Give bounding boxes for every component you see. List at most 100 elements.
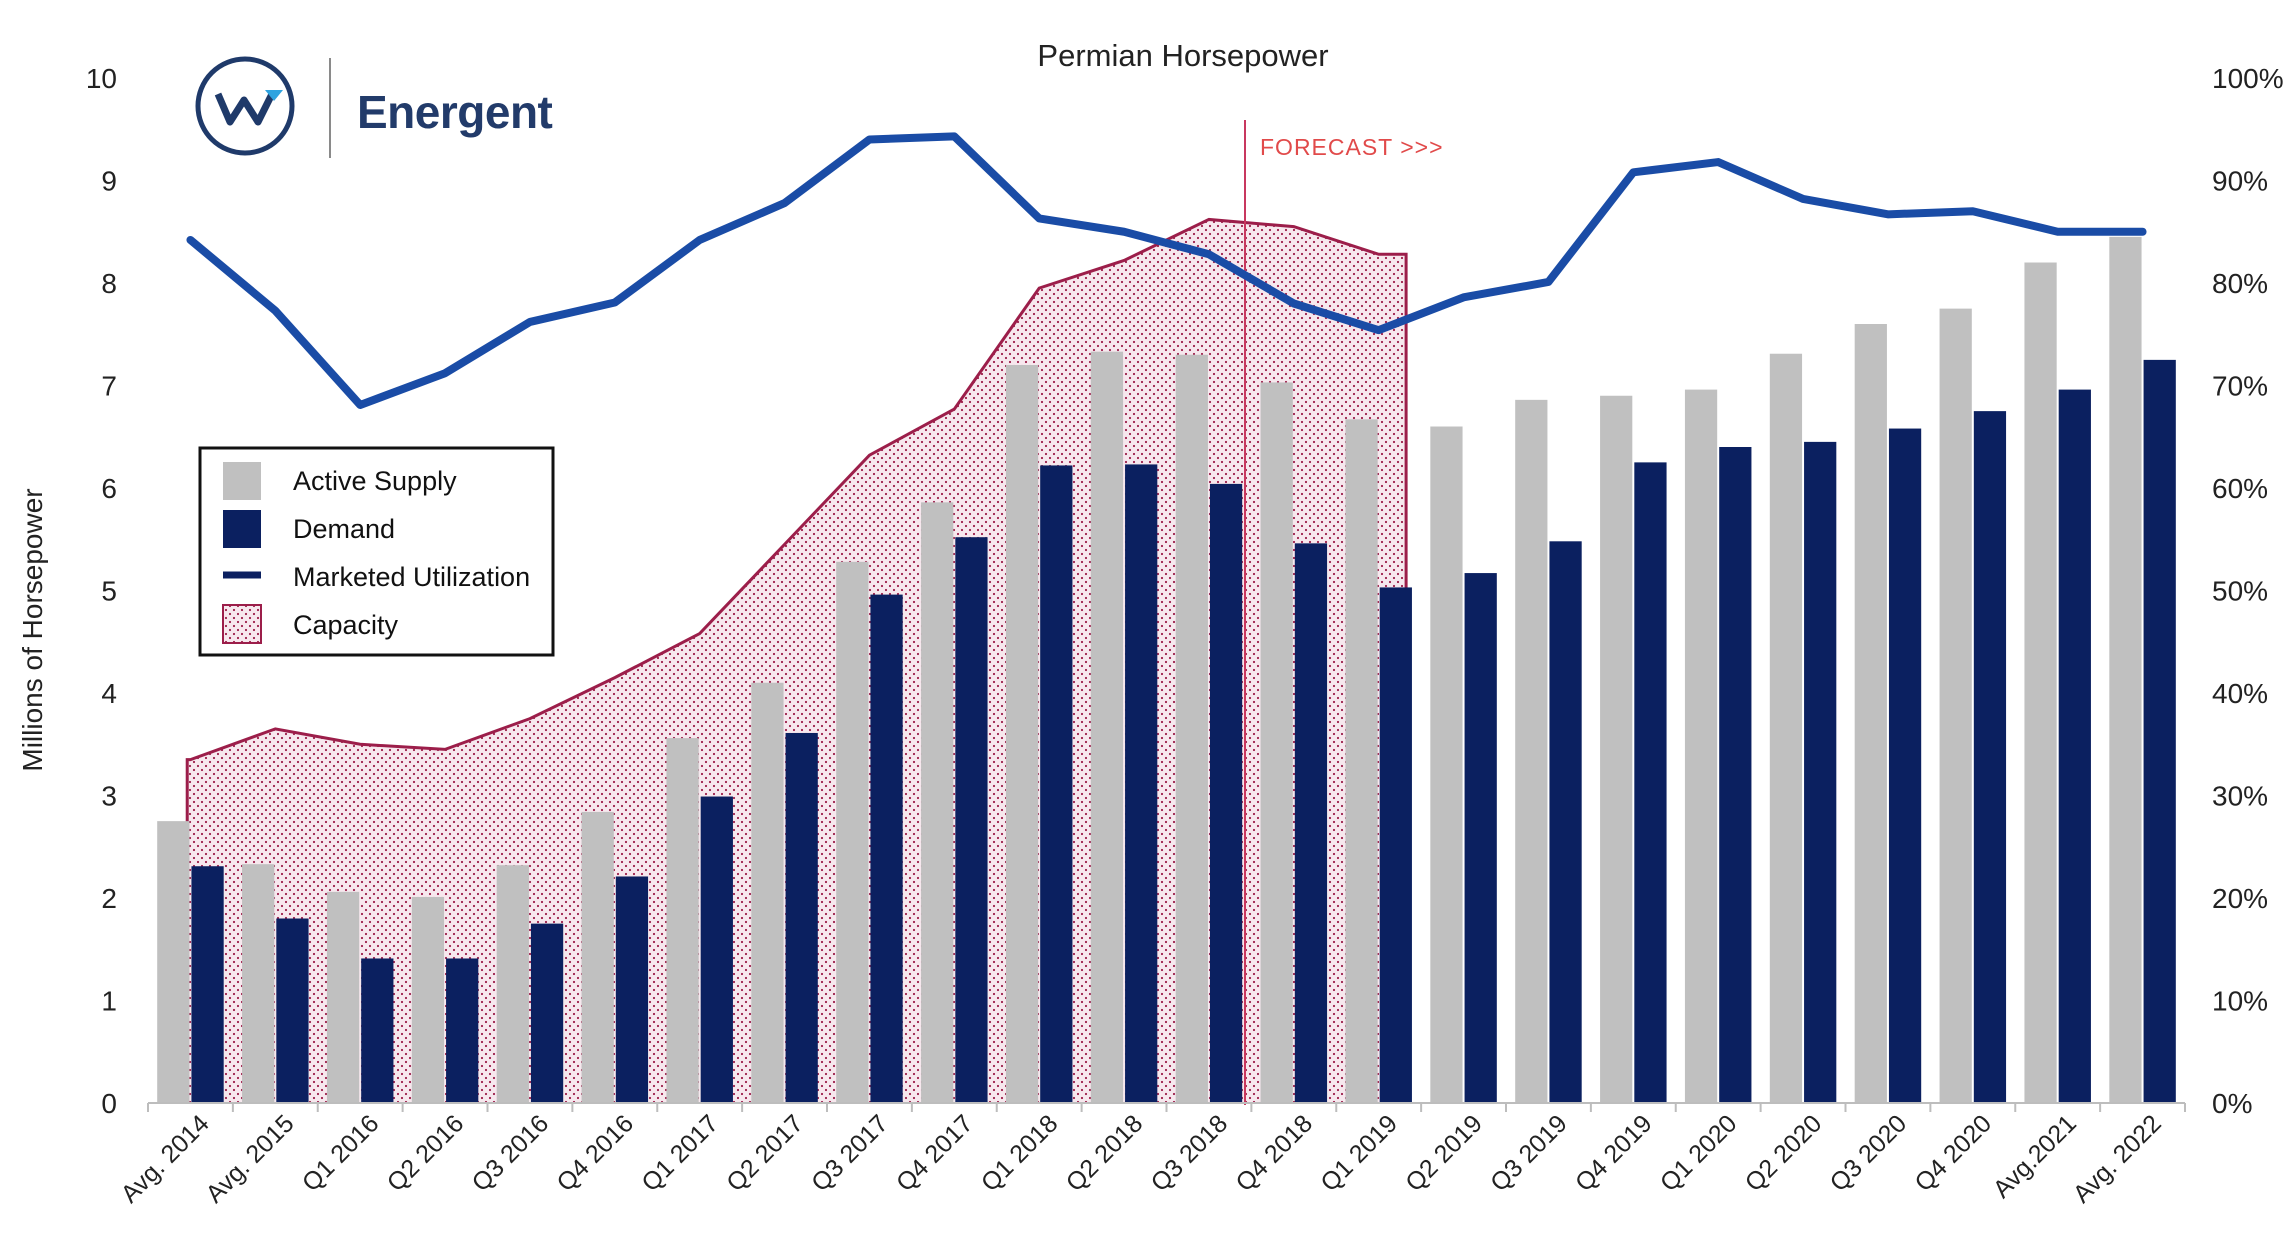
utilization-line <box>186 132 2147 409</box>
energent-logo: Energent <box>195 56 553 158</box>
bar-demand <box>446 958 479 1103</box>
x-tick-label: Q2 2018 <box>1061 1109 1149 1197</box>
bar-active-supply <box>921 502 954 1104</box>
forecast-label: FORECAST >>> <box>1260 134 1444 160</box>
bar-demand <box>1125 464 1158 1103</box>
x-tick-label: Avg. 2022 <box>2068 1109 2167 1208</box>
y-tick-left: 7 <box>101 371 117 402</box>
bar-demand <box>700 796 733 1103</box>
bar-active-supply <box>751 682 784 1103</box>
x-tick-label: Q3 2020 <box>1825 1109 1913 1197</box>
bar-demand <box>276 918 309 1103</box>
bar-demand <box>1549 541 1582 1103</box>
bar-demand <box>1040 465 1073 1103</box>
bar-active-supply <box>1600 395 1633 1103</box>
y-tick-left: 1 <box>101 986 117 1017</box>
bar-demand <box>870 594 903 1103</box>
y-tick-left: 6 <box>101 473 117 504</box>
bar-active-supply <box>157 821 190 1103</box>
bar-active-supply <box>242 864 275 1103</box>
y-tick-right: 40% <box>2212 678 2268 709</box>
x-tick-label: Q3 2019 <box>1485 1109 1573 1197</box>
bar-demand <box>361 958 394 1103</box>
x-tick-label: Q1 2018 <box>976 1109 1064 1197</box>
bar-active-supply <box>1515 399 1548 1104</box>
bar-active-supply <box>581 811 614 1103</box>
x-tick-label: Avg. 2015 <box>200 1109 299 1208</box>
bar-demand <box>1804 441 1837 1103</box>
x-tick-label: Q4 2019 <box>1570 1109 1658 1197</box>
legend: Active Supply Demand Marketed Utilizatio… <box>198 446 555 657</box>
bar-series <box>157 236 2176 1104</box>
bar-demand <box>1379 587 1412 1103</box>
x-tick-label: Q2 2019 <box>1400 1109 1488 1197</box>
x-tick-label: Q2 2020 <box>1740 1109 1828 1197</box>
bar-active-supply <box>1430 426 1463 1103</box>
bar-active-supply <box>326 891 360 1103</box>
bar-active-supply <box>1260 382 1293 1103</box>
x-tick-label: Q4 2020 <box>1909 1109 1997 1197</box>
left-y-axis-ticks: 0 1 2 3 4 5 6 7 8 9 10 <box>86 63 117 1119</box>
logo-accent-icon <box>265 90 283 101</box>
bar-active-supply <box>496 865 529 1103</box>
bar-active-supply <box>1345 419 1378 1103</box>
logo-circle <box>195 56 295 156</box>
bar-demand <box>1973 411 2007 1103</box>
bar-demand <box>785 732 818 1103</box>
chart-title: Permian Horsepower <box>1037 38 1328 73</box>
utilization-polyline <box>186 132 2147 409</box>
x-tick-label: Avg. 2014 <box>116 1109 215 1208</box>
y-tick-right: 50% <box>2212 576 2268 607</box>
bar-active-supply <box>1005 365 1039 1103</box>
x-tick-label: Q1 2020 <box>1655 1109 1743 1197</box>
legend-swatch-active-supply <box>223 462 261 500</box>
x-tick-label: Q4 2017 <box>891 1109 979 1197</box>
bar-active-supply <box>411 896 445 1103</box>
bar-active-supply <box>2024 262 2057 1103</box>
y-tick-right: 100% <box>2212 63 2284 94</box>
y-tick-left: 5 <box>101 576 117 607</box>
capacity-area-outline <box>185 217 1408 1103</box>
bar-demand <box>1209 483 1243 1103</box>
bar-active-supply <box>1769 353 1803 1104</box>
y-tick-left: 0 <box>101 1088 117 1119</box>
x-tick-label: Q2 2017 <box>721 1109 809 1197</box>
x-tick-label: Q3 2018 <box>1146 1109 1234 1197</box>
y-tick-right: 30% <box>2212 781 2268 812</box>
y-tick-left: 4 <box>101 678 117 709</box>
x-tick-label: Q1 2019 <box>1315 1109 1403 1197</box>
legend-label-active-supply: Active Supply <box>293 466 457 496</box>
y-tick-right: 90% <box>2212 166 2268 197</box>
legend-label-utilization: Marketed Utilization <box>293 562 530 592</box>
y-tick-right: 20% <box>2212 883 2268 914</box>
x-tick-label: Q4 2016 <box>551 1109 639 1197</box>
bar-demand <box>1634 462 1667 1103</box>
y-tick-right: 60% <box>2212 473 2268 504</box>
x-tick-label: Q1 2016 <box>297 1109 385 1197</box>
bar-demand <box>1888 428 1922 1103</box>
legend-label-demand: Demand <box>293 514 395 544</box>
legend-label-capacity: Capacity <box>293 610 399 640</box>
x-tick-label: Q2 2016 <box>382 1109 470 1197</box>
bar-demand <box>2143 359 2176 1103</box>
bar-demand <box>530 923 564 1103</box>
bar-demand <box>1294 543 1328 1103</box>
bar-demand <box>191 866 224 1103</box>
forecast-marker: FORECAST >>> <box>1244 120 1444 1105</box>
bar-demand <box>1464 573 1497 1103</box>
bar-active-supply <box>836 561 869 1103</box>
bar-active-supply <box>1854 324 1887 1103</box>
y-tick-right: 10% <box>2212 986 2268 1017</box>
y-tick-left: 3 <box>101 781 117 812</box>
bar-demand <box>1719 447 1752 1103</box>
y-tick-right: 0% <box>2212 1088 2252 1119</box>
bar-active-supply <box>1684 389 1718 1104</box>
bar-demand <box>955 537 988 1103</box>
bar-active-supply <box>1175 354 1208 1103</box>
legend-swatch-demand <box>223 510 261 548</box>
bar-demand <box>615 876 649 1103</box>
x-tick-label: Q3 2017 <box>806 1109 894 1197</box>
bar-active-supply <box>1939 308 1972 1103</box>
